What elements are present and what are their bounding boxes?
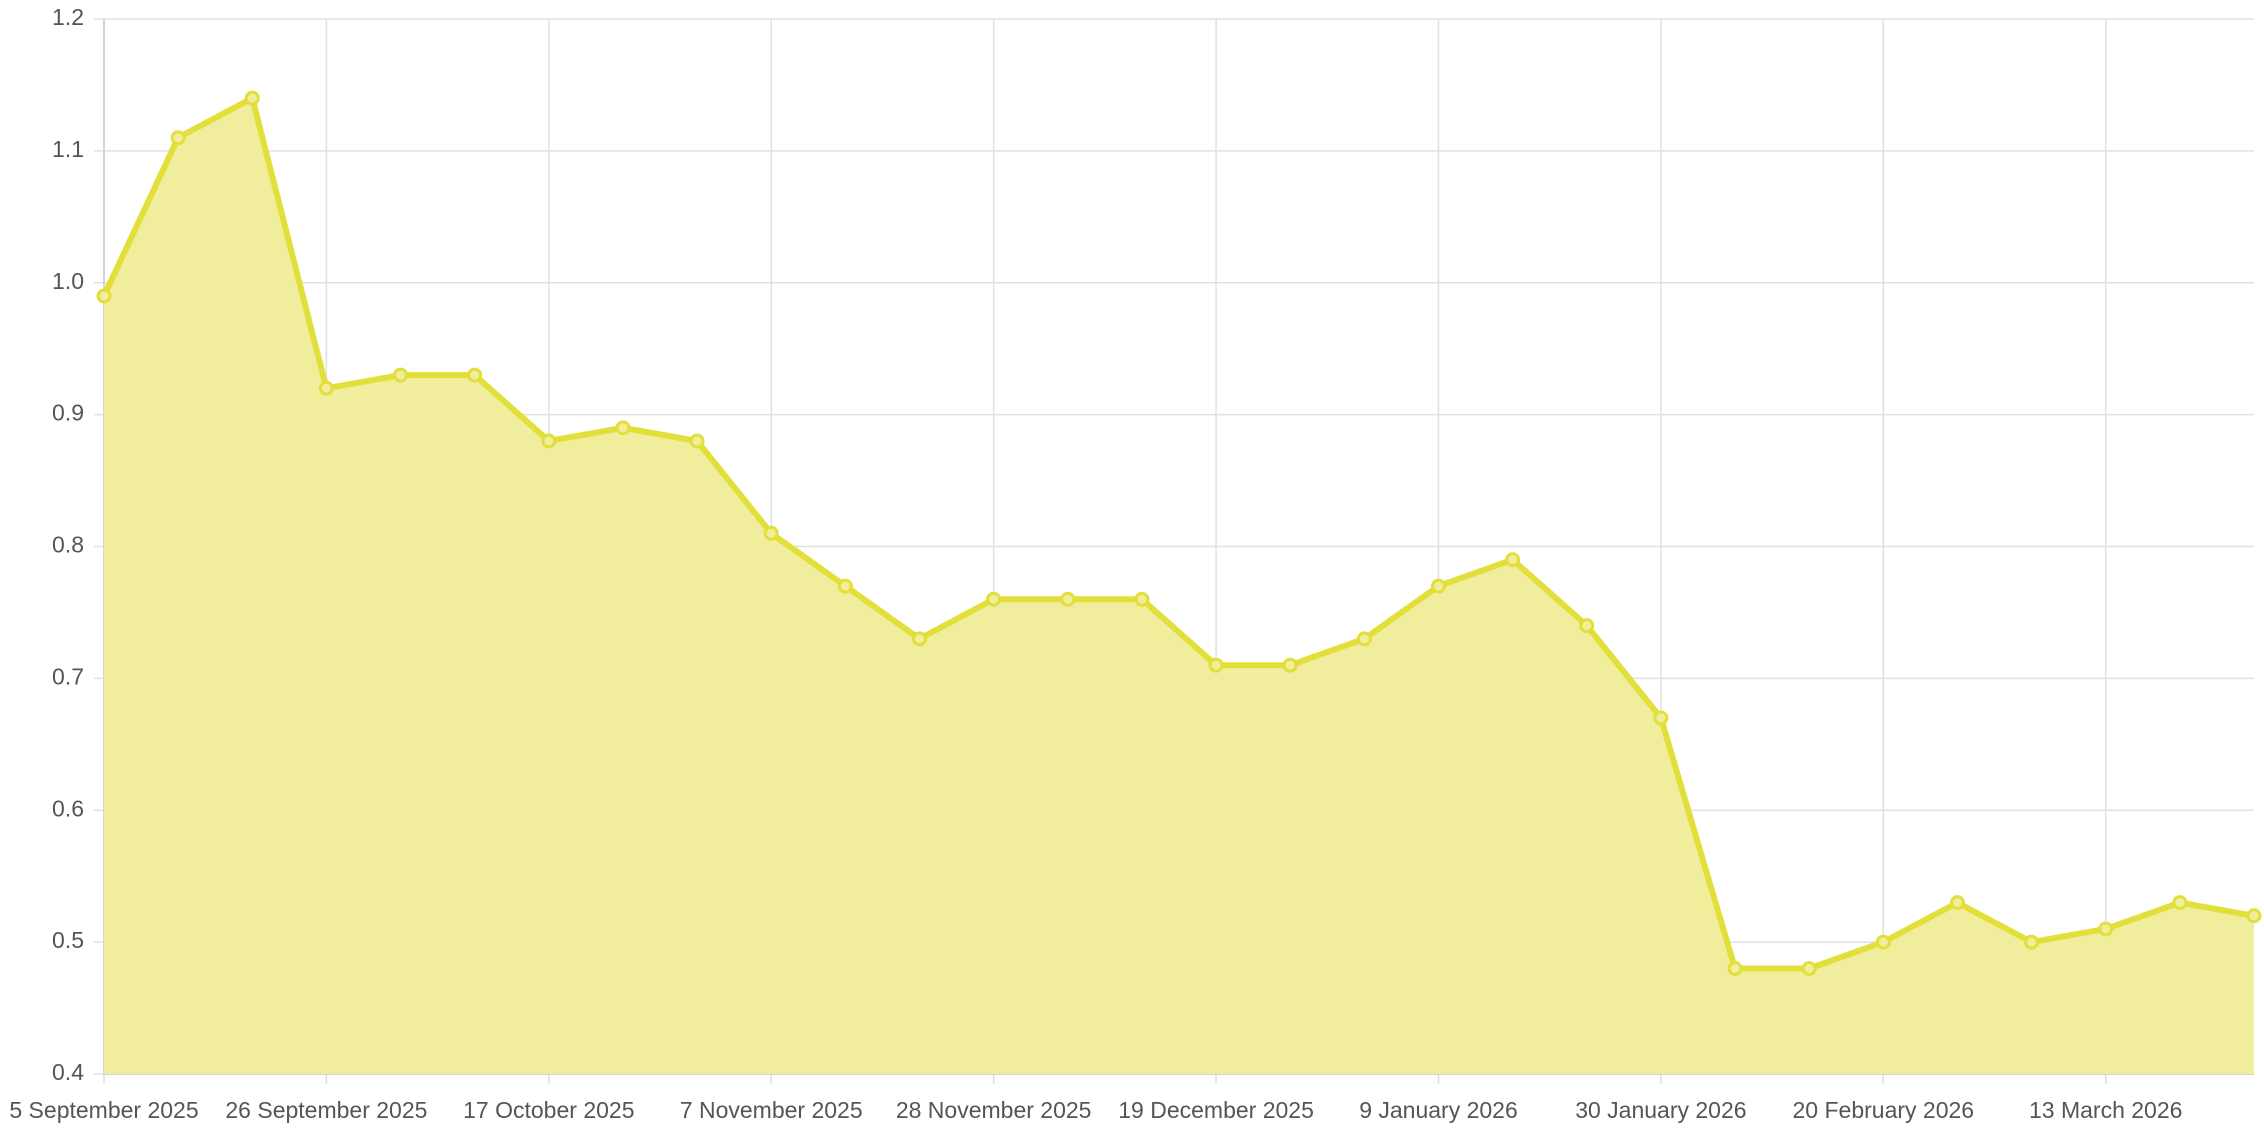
point — [1801, 961, 1817, 976]
point — [318, 380, 334, 396]
point — [1653, 710, 1669, 726]
y-tick-label: 1.1 — [52, 136, 84, 162]
point — [1579, 618, 1595, 634]
point — [1356, 631, 1372, 647]
x-tick-label: 19 December 2025 — [1118, 1097, 1314, 1123]
point — [1208, 657, 1224, 673]
y-tick-label: 1.0 — [52, 268, 84, 294]
point — [467, 367, 483, 383]
point — [986, 591, 1002, 607]
point — [1282, 657, 1298, 673]
x-tick-label: 30 January 2026 — [1575, 1097, 1746, 1123]
x-tick-label: 9 January 2026 — [1359, 1097, 1518, 1123]
y-tick-label: 0.7 — [52, 663, 84, 689]
y-tick-label: 0.9 — [52, 400, 84, 426]
point — [912, 631, 928, 647]
point — [1727, 961, 1743, 976]
point — [2172, 895, 2188, 911]
point — [1875, 934, 1891, 950]
x-tick-label: 20 February 2026 — [1793, 1097, 1975, 1123]
point — [1949, 895, 1965, 911]
point — [1060, 591, 1076, 607]
point — [244, 90, 260, 106]
point — [170, 130, 186, 146]
area-fill — [104, 98, 2254, 1075]
y-tick-label: 0.5 — [52, 927, 84, 953]
point — [689, 433, 705, 449]
x-tick-label: 17 October 2025 — [463, 1097, 634, 1123]
point — [2246, 908, 2262, 924]
x-tick-label: 26 September 2025 — [225, 1097, 427, 1123]
y-tick-label: 1.2 — [52, 4, 84, 30]
point — [1134, 591, 1150, 607]
point — [2024, 934, 2040, 950]
x-tick-label: 13 March 2026 — [2029, 1097, 2182, 1123]
x-tick-label: 28 November 2025 — [896, 1097, 1092, 1123]
point — [1505, 552, 1521, 568]
point — [837, 578, 853, 594]
point — [1430, 578, 1446, 594]
point — [96, 288, 112, 304]
y-tick-label: 0.4 — [52, 1059, 84, 1085]
x-tick-label: 5 September 2025 — [9, 1097, 198, 1123]
y-tick-label: 0.8 — [52, 532, 84, 558]
line — [101, 95, 2255, 972]
point — [615, 420, 631, 436]
y-tick-label: 0.6 — [52, 795, 84, 821]
point — [541, 433, 557, 449]
point — [393, 367, 409, 383]
point — [2098, 921, 2114, 937]
point — [763, 525, 779, 541]
x-tick-label: 7 November 2025 — [680, 1097, 863, 1123]
